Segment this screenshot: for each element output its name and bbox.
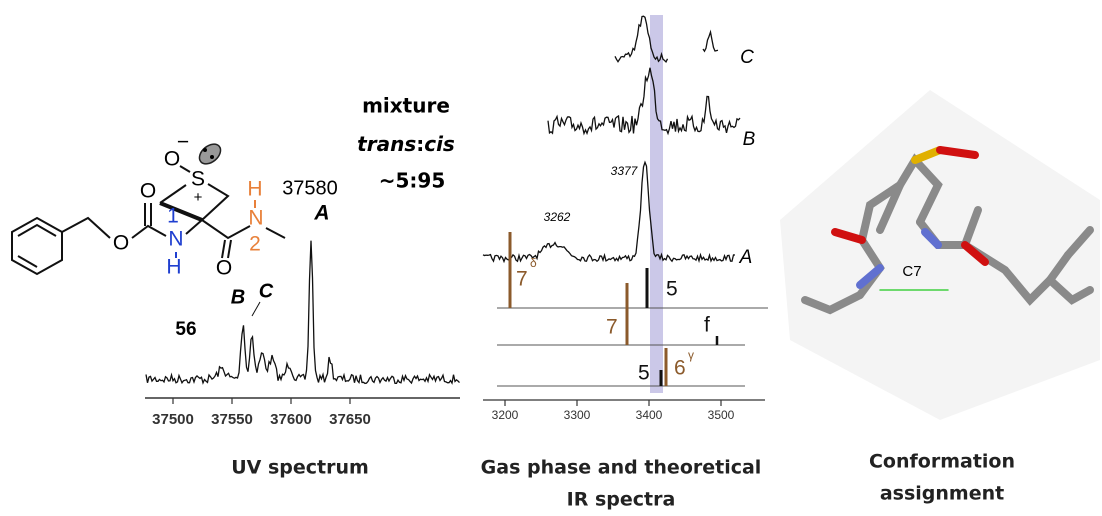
atom-label: N (248, 207, 263, 230)
caption: Gas phase and theoretical (481, 457, 762, 479)
conformer-superscript: δ (530, 256, 537, 270)
cis-label: cis (424, 132, 455, 156)
atom-label: O (113, 232, 129, 255)
atom-index: 1 (167, 205, 179, 228)
atom-label: H (247, 178, 262, 201)
model-background (780, 90, 1100, 420)
mixture-note: mixture trans:cis ~5:95 (357, 94, 455, 193)
band-label: 3262 (544, 210, 571, 224)
stick-bond (961, 206, 982, 249)
nitrogen-bond (921, 228, 942, 249)
bond (61, 216, 111, 239)
peak-pointer (251, 301, 261, 317)
colon: : (416, 132, 424, 156)
ir-panel: A B C 3262 3377 7 δ 5 7 f 6 γ 5 Gas phas… (481, 15, 768, 511)
bond (179, 165, 191, 173)
tick-label: 3400 (636, 408, 663, 422)
hbond-label: C7 (902, 263, 921, 280)
conformer-label: 6 (674, 357, 686, 380)
peak-value-label: 37580 (282, 177, 338, 199)
caption: UV spectrum (231, 457, 369, 479)
tick-label: 3300 (564, 408, 591, 422)
stick-bond (801, 291, 864, 315)
trace-label: C (740, 47, 754, 68)
oxygen-bond (961, 241, 989, 266)
bond (185, 219, 203, 235)
wedge-bond (159, 201, 203, 222)
tick-label: 3200 (492, 408, 519, 422)
peak-label: B (231, 286, 245, 308)
lone-pair-dot (210, 155, 214, 159)
atom-label: N (168, 228, 183, 251)
stick-bond (1046, 276, 1094, 305)
charge-label: + (194, 189, 203, 206)
benzene-ring (11, 216, 63, 276)
conformer-label: 7 (606, 316, 618, 339)
atom-label: S (191, 168, 205, 191)
trace-label: A (739, 247, 753, 268)
bond (201, 183, 230, 221)
nitrogen-bond (856, 264, 884, 289)
conformer-superscript: γ (688, 348, 694, 362)
tick-label: 37500 (152, 411, 194, 428)
trans-label: trans (357, 132, 416, 156)
caption: IR spectra (567, 489, 676, 511)
conformer-label: 7 (516, 268, 528, 291)
conformation-model: C7 Conformation assignment (780, 90, 1100, 505)
peak-label: A (313, 202, 329, 225)
peak-label: C (259, 280, 274, 302)
tick-label: 37550 (211, 411, 253, 428)
ir-trace (547, 67, 741, 136)
oxygen-bond (936, 146, 979, 159)
benzene-bond (17, 223, 57, 237)
compound-label: 56 (175, 319, 196, 340)
uv-panel: 37580 A B C 56 UV spectrum 37500 37550 376… (145, 177, 460, 479)
atom-label: O (164, 148, 180, 171)
molecule: O − S + O O N 1 H N H 2 O (11, 131, 286, 280)
stick-bond (1064, 226, 1094, 259)
charge-label: − (177, 131, 189, 154)
conformer-label: 5 (638, 362, 650, 385)
tick-label: 37600 (270, 411, 312, 428)
ratio-type: trans:cis (357, 132, 455, 156)
bond (159, 184, 187, 204)
caption: Conformation (869, 451, 1015, 473)
ir-trace (482, 160, 736, 264)
atom-label: O (140, 180, 156, 203)
lone-pair (198, 143, 222, 165)
highlight-band (650, 15, 663, 393)
benzene-bond (17, 255, 38, 268)
mixture-label: mixture (362, 94, 450, 118)
band-label: 3377 (611, 164, 639, 178)
bond (221, 239, 226, 259)
tick-label: 3500 (708, 408, 735, 422)
bond (201, 219, 251, 240)
trace-label: B (743, 129, 756, 150)
lone-pair-dot (203, 148, 207, 152)
conformer-label: f (704, 314, 710, 337)
caption: assignment (880, 483, 1004, 505)
atom-label: H (166, 256, 181, 279)
ir-trace (702, 29, 719, 53)
atom-label: O (216, 257, 232, 280)
ir-trace (614, 15, 669, 64)
conformer-label: 5 (666, 278, 678, 301)
sulfur-bond (911, 146, 944, 164)
bond (265, 227, 286, 239)
ratio-label: ~5:95 (379, 169, 446, 193)
bond (131, 224, 167, 239)
bond (227, 239, 232, 259)
uv-trace (145, 240, 460, 385)
oxygen-bond (831, 228, 866, 244)
tick-label: 37650 (329, 411, 371, 428)
atom-index: 2 (249, 233, 261, 256)
